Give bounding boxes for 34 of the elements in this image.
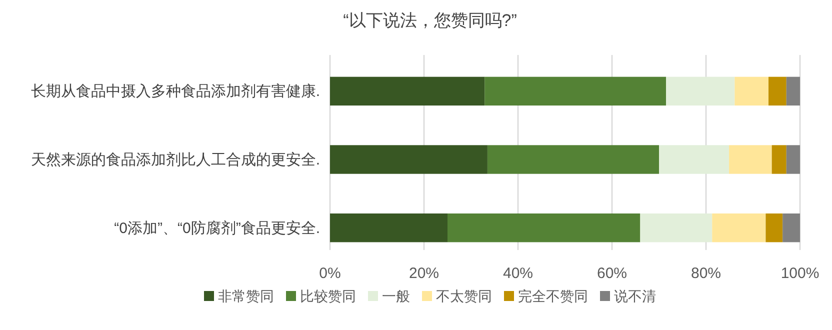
bar <box>666 76 735 106</box>
bar <box>786 76 800 106</box>
y-tick-label: “0添加”、“0防腐剂”食品更安全. <box>114 220 320 237</box>
x-tick-label: 20% <box>408 265 440 282</box>
legend-label: 一般 <box>382 288 410 304</box>
bar <box>734 76 769 106</box>
bar <box>786 145 800 174</box>
bar <box>712 213 766 242</box>
bar <box>448 213 640 242</box>
bar <box>487 145 659 174</box>
bar <box>330 213 448 242</box>
legend-label: 说不清 <box>614 288 656 304</box>
legend-label: 完全不赞同 <box>518 288 588 304</box>
bar <box>766 213 783 242</box>
x-tick-label: 80% <box>690 265 722 282</box>
bar <box>330 145 488 174</box>
bar <box>729 145 772 174</box>
x-tick-label: 0% <box>319 265 341 282</box>
bar <box>772 145 786 174</box>
bar <box>640 213 712 242</box>
legend-label: 非常赞同 <box>218 288 274 304</box>
legend-label: 比较赞同 <box>300 288 356 304</box>
bar <box>659 145 730 174</box>
bar <box>484 76 666 106</box>
x-tick-label: 60% <box>596 265 628 282</box>
bar <box>330 76 485 106</box>
legend-label: 不太赞同 <box>436 288 492 304</box>
bar <box>768 76 786 106</box>
y-tick-label: 天然来源的食品添加剂比人工合成的更安全. <box>30 152 320 168</box>
chart-title: “以下说法，您赞同吗?” <box>343 11 518 30</box>
bar <box>782 213 800 242</box>
y-tick-label: 长期从食品中摄入多种食品添加剂有害健康. <box>30 83 320 100</box>
x-tick-label: 40% <box>502 265 534 282</box>
x-tick-label: 100% <box>780 265 820 282</box>
